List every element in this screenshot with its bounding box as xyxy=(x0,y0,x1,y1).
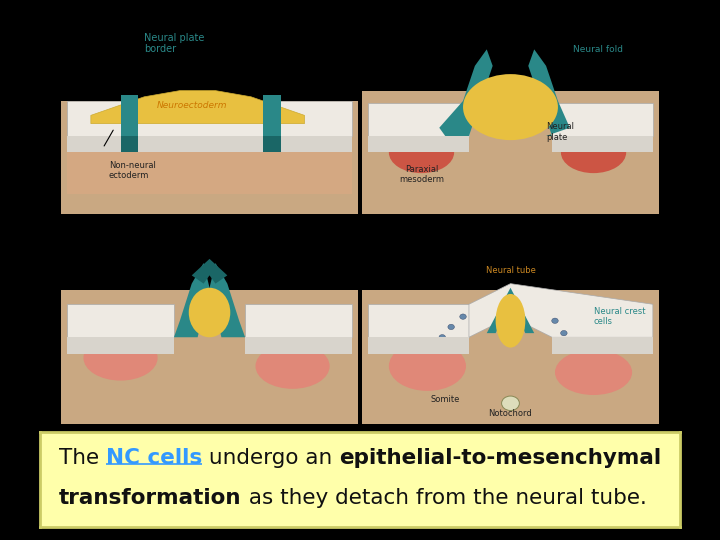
Text: Neural
plate: Neural plate xyxy=(546,122,574,141)
Polygon shape xyxy=(487,288,534,333)
Polygon shape xyxy=(368,304,469,338)
Text: as they detach from the neural tube.: as they detach from the neural tube. xyxy=(242,488,647,508)
Polygon shape xyxy=(67,152,352,194)
Text: Cell-cycle control, multipotency
maintenance, segragation from
neural tube: Cell-cycle control, multipotency mainten… xyxy=(116,224,303,257)
Ellipse shape xyxy=(389,341,466,391)
Polygon shape xyxy=(120,136,138,152)
Text: NC EMT/delamination/migration: NC EMT/delamination/migration xyxy=(405,224,616,237)
Ellipse shape xyxy=(502,396,519,410)
Ellipse shape xyxy=(463,74,558,140)
Text: Paraxial
mesoderm: Paraxial mesoderm xyxy=(399,165,444,184)
Polygon shape xyxy=(174,263,210,338)
Ellipse shape xyxy=(561,132,626,173)
Ellipse shape xyxy=(555,349,632,395)
Polygon shape xyxy=(362,290,659,424)
Ellipse shape xyxy=(448,324,454,329)
Text: epithelial-to-mesenchymal: epithelial-to-mesenchymal xyxy=(340,448,662,469)
Text: Induction at the border: Induction at the border xyxy=(132,14,287,28)
Ellipse shape xyxy=(433,347,440,352)
Ellipse shape xyxy=(256,343,330,389)
Text: The: The xyxy=(59,448,106,469)
Polygon shape xyxy=(120,94,138,136)
Polygon shape xyxy=(245,338,352,354)
Text: transformation: transformation xyxy=(59,488,242,508)
Text: Onset of NC specification: Onset of NC specification xyxy=(426,14,595,28)
Polygon shape xyxy=(61,290,358,424)
Text: Somite: Somite xyxy=(431,395,460,404)
Ellipse shape xyxy=(439,335,446,340)
Polygon shape xyxy=(528,49,570,136)
Ellipse shape xyxy=(561,330,567,336)
Text: Notochord: Notochord xyxy=(489,409,532,418)
Polygon shape xyxy=(469,284,653,338)
Text: Neural crest
cells: Neural crest cells xyxy=(593,307,645,326)
Text: Neural fold: Neural fold xyxy=(573,45,624,54)
Polygon shape xyxy=(552,103,653,136)
Text: Neural tube: Neural tube xyxy=(485,266,536,275)
Polygon shape xyxy=(91,91,305,124)
Polygon shape xyxy=(552,136,653,152)
Polygon shape xyxy=(67,338,174,354)
Ellipse shape xyxy=(389,132,454,173)
Polygon shape xyxy=(263,136,281,152)
Polygon shape xyxy=(368,103,469,136)
Polygon shape xyxy=(263,94,281,136)
Text: Non-neural
ectoderm: Non-neural ectoderm xyxy=(109,161,156,180)
Text: Neural plate
border: Neural plate border xyxy=(144,33,204,55)
Polygon shape xyxy=(192,259,228,284)
Polygon shape xyxy=(368,338,469,354)
Polygon shape xyxy=(439,49,492,136)
Polygon shape xyxy=(67,101,352,136)
Text: Neuroectoderm: Neuroectoderm xyxy=(156,100,227,110)
Ellipse shape xyxy=(552,318,558,323)
Ellipse shape xyxy=(567,343,573,348)
Text: NC cells: NC cells xyxy=(106,448,202,469)
Polygon shape xyxy=(245,304,352,338)
Ellipse shape xyxy=(495,294,526,348)
Polygon shape xyxy=(210,263,245,338)
Ellipse shape xyxy=(84,335,158,381)
Polygon shape xyxy=(368,136,469,152)
Polygon shape xyxy=(67,304,174,338)
Polygon shape xyxy=(552,338,653,354)
Text: undergo an: undergo an xyxy=(202,448,340,469)
Polygon shape xyxy=(61,101,358,214)
Polygon shape xyxy=(362,91,659,214)
Polygon shape xyxy=(67,136,352,152)
Ellipse shape xyxy=(189,288,230,338)
Ellipse shape xyxy=(460,314,467,319)
